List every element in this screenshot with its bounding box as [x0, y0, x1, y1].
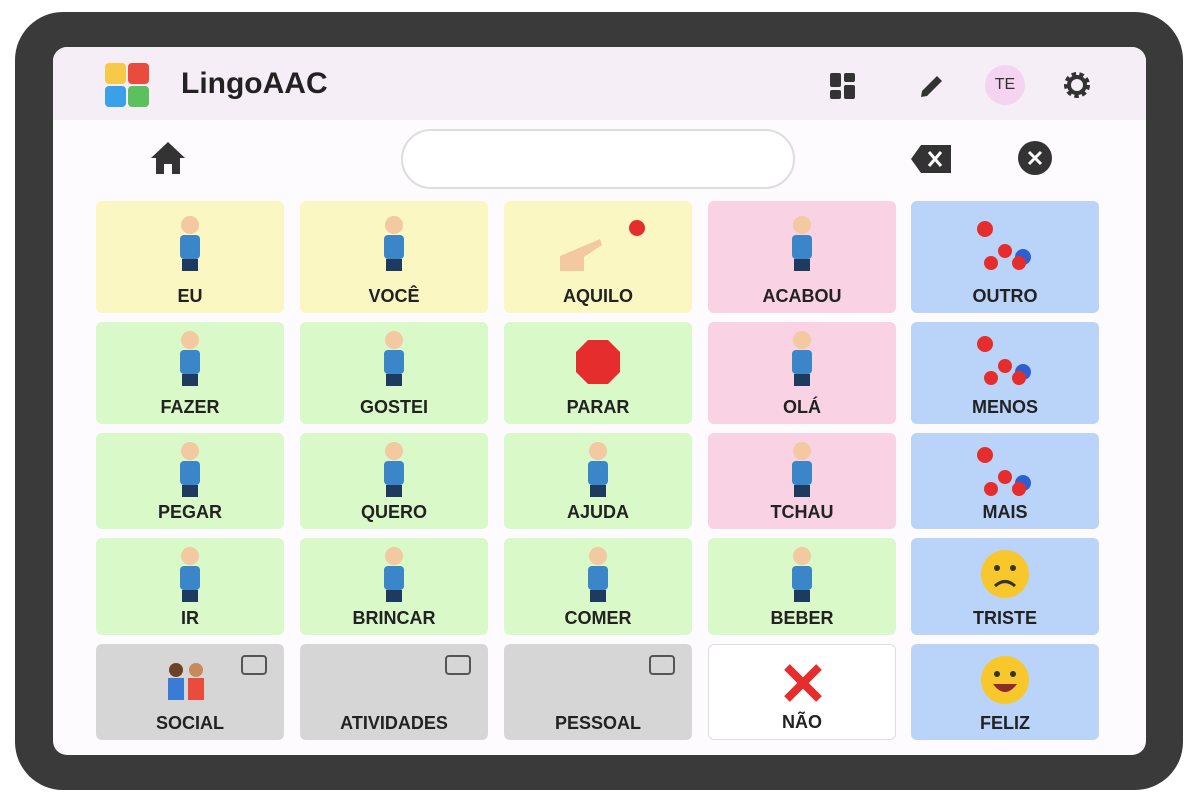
tile-label: ATIVIDADES — [340, 713, 448, 733]
tile-icon — [384, 331, 404, 386]
symbol-tile[interactable]: AQUILO — [504, 201, 692, 313]
symbol-tile[interactable]: BEBER — [708, 538, 896, 635]
tile-icon — [384, 216, 404, 271]
tile-label: QUERO — [360, 502, 427, 522]
tile-label: SOCIAL — [155, 713, 224, 733]
symbol-tile[interactable]: MENOS — [911, 322, 1099, 424]
symbol-tile[interactable]: OLÁ — [708, 322, 896, 424]
tile-label: PEGAR — [157, 502, 222, 522]
tile-icon — [384, 442, 404, 497]
avatar[interactable]: TE — [985, 65, 1025, 105]
tile-icon — [384, 547, 404, 602]
tile-label: MENOS — [971, 397, 1038, 417]
tile-label: AQUILO — [563, 286, 633, 306]
settings-button[interactable] — [1063, 71, 1091, 99]
tile-icon — [784, 664, 822, 702]
tile-label: GOSTEI — [359, 397, 428, 417]
tile-label: TRISTE — [972, 608, 1037, 628]
tile-icon — [180, 547, 200, 602]
tile-icon — [977, 221, 1031, 270]
symbol-tile[interactable]: ATIVIDADES — [300, 644, 488, 740]
clear-button[interactable] — [1018, 141, 1052, 175]
symbol-tile[interactable]: FAZER — [96, 322, 284, 424]
tile-icon — [588, 442, 608, 497]
app-title: LingoAAC — [181, 67, 328, 100]
home-button[interactable] — [150, 140, 186, 176]
tile-icon — [180, 331, 200, 386]
tile-icon — [576, 340, 620, 384]
symbol-tile[interactable]: PARAR — [504, 322, 692, 424]
tile-label: FAZER — [160, 397, 220, 417]
symbol-tile[interactable]: TRISTE — [911, 538, 1099, 635]
tile-label: AJUDA — [566, 502, 629, 522]
tile-icon — [977, 447, 1031, 496]
tile-label: OLÁ — [783, 397, 821, 417]
layout-button[interactable] — [830, 73, 856, 99]
tile-icon — [981, 550, 1029, 598]
symbol-tile[interactable]: SOCIAL — [96, 644, 284, 740]
tile-label: EU — [177, 286, 203, 306]
tile-label: BEBER — [770, 608, 834, 628]
tile-label: VOCÊ — [368, 286, 420, 306]
symbol-tile[interactable]: BRINCAR — [300, 538, 488, 635]
tile-label: NÃO — [782, 712, 822, 732]
edit-button[interactable] — [919, 73, 945, 99]
tile-icon — [977, 336, 1031, 385]
tile-icon — [792, 216, 812, 271]
tile-label: OUTRO — [972, 286, 1038, 306]
tile-icon — [180, 442, 200, 497]
tile-label: COMER — [564, 608, 632, 628]
symbol-tile[interactable]: GOSTEI — [300, 322, 488, 424]
tile-label: BRINCAR — [352, 608, 436, 628]
symbol-tile[interactable]: PEGAR — [96, 433, 284, 529]
tile-icon — [168, 655, 267, 700]
tile-icon — [445, 655, 471, 675]
tile-label: TCHAU — [770, 502, 834, 522]
symbol-tile[interactable]: ACABOU — [708, 201, 896, 313]
tile-icon — [792, 442, 812, 497]
backspace-button[interactable] — [911, 145, 951, 173]
tile-icon — [180, 216, 200, 271]
tile-icon — [588, 547, 608, 602]
symbol-tile[interactable]: QUERO — [300, 433, 488, 529]
symbol-tile[interactable]: VOCÊ — [300, 201, 488, 313]
tile-label: ACABOU — [762, 286, 842, 306]
tile-label: MAIS — [982, 502, 1028, 522]
symbol-tile[interactable]: EU — [96, 201, 284, 313]
tile-label: PARAR — [566, 397, 630, 417]
tile-icon — [649, 655, 675, 675]
screen: LingoAAC TE EU VOCÊ AQUILO ACABOU OUTRO FAZER… — [53, 47, 1146, 755]
symbol-tile[interactable]: OUTRO — [911, 201, 1099, 313]
message-bar[interactable] — [401, 129, 795, 189]
app-logo — [105, 63, 149, 107]
tile-icon — [792, 547, 812, 602]
symbol-tile[interactable]: AJUDA — [504, 433, 692, 529]
tile-icon — [792, 331, 812, 386]
symbol-tile[interactable]: IR — [96, 538, 284, 635]
symbol-tile[interactable]: COMER — [504, 538, 692, 635]
symbol-tile[interactable]: NÃO — [708, 644, 896, 740]
symbol-tile[interactable]: PESSOAL — [504, 644, 692, 740]
symbol-tile[interactable]: FELIZ — [911, 644, 1099, 740]
top-bar — [53, 47, 1146, 120]
tile-label: IR — [181, 608, 199, 628]
tile-icon — [560, 220, 645, 271]
symbol-tile[interactable]: TCHAU — [708, 433, 896, 529]
tile-icon — [981, 656, 1029, 704]
symbol-tile[interactable]: MAIS — [911, 433, 1099, 529]
tile-label: FELIZ — [980, 713, 1030, 733]
tile-label: PESSOAL — [554, 713, 642, 733]
